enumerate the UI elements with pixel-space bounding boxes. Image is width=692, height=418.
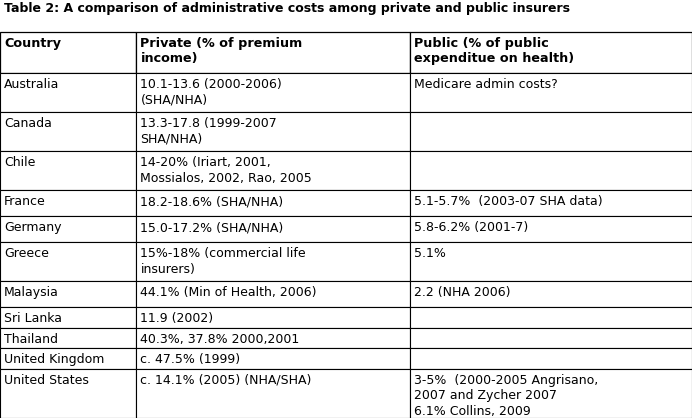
Text: Private (% of premium
income): Private (% of premium income) — [140, 37, 302, 65]
Text: 14-20% (Iriart, 2001,
Mossialos, 2002, Rao, 2005: 14-20% (Iriart, 2001, Mossialos, 2002, R… — [140, 156, 312, 185]
Bar — [0, 281, 136, 307]
Text: Malaysia: Malaysia — [4, 286, 59, 299]
Text: France: France — [4, 195, 46, 208]
Text: United Kingdom: United Kingdom — [4, 353, 104, 366]
Text: 11.9 (2002): 11.9 (2002) — [140, 312, 214, 325]
Bar — [136, 307, 410, 328]
Bar — [0, 307, 136, 328]
Bar — [136, 348, 410, 369]
Text: Germany: Germany — [4, 221, 62, 234]
Bar — [0, 74, 136, 112]
Text: Canada: Canada — [4, 117, 52, 130]
Bar — [0, 328, 136, 348]
Bar — [410, 112, 692, 151]
Bar — [136, 216, 410, 242]
Text: Country: Country — [4, 37, 61, 50]
Bar — [0, 242, 136, 281]
Bar — [410, 307, 692, 328]
Bar — [136, 32, 410, 74]
Bar — [410, 74, 692, 112]
Bar — [136, 190, 410, 216]
Text: Medicare admin costs?: Medicare admin costs? — [414, 79, 558, 92]
Bar — [136, 328, 410, 348]
Text: Chile: Chile — [4, 156, 35, 169]
Bar — [136, 281, 410, 307]
Text: 13.3-17.8 (1999-2007
SHA/NHA): 13.3-17.8 (1999-2007 SHA/NHA) — [140, 117, 277, 146]
Text: Thailand: Thailand — [4, 333, 58, 346]
Text: 18.2-18.6% (SHA/NHA): 18.2-18.6% (SHA/NHA) — [140, 195, 284, 208]
Text: 3-5%  (2000-2005 Angrisano,
2007 and Zycher 2007
6.1% Collins, 2009: 3-5% (2000-2005 Angrisano, 2007 and Zych… — [414, 374, 598, 418]
Bar — [410, 190, 692, 216]
Text: Greece: Greece — [4, 247, 49, 260]
Bar — [0, 112, 136, 151]
Bar — [136, 151, 410, 190]
Bar — [136, 242, 410, 281]
Bar — [410, 328, 692, 348]
Bar — [410, 281, 692, 307]
Text: c. 14.1% (2005) (NHA/SHA): c. 14.1% (2005) (NHA/SHA) — [140, 374, 312, 387]
Text: 15%-18% (commercial life
insurers): 15%-18% (commercial life insurers) — [140, 247, 306, 275]
Bar — [0, 190, 136, 216]
Bar — [410, 348, 692, 369]
Bar — [136, 112, 410, 151]
Text: 5.1%: 5.1% — [414, 247, 446, 260]
Bar — [136, 369, 410, 418]
Text: Sri Lanka: Sri Lanka — [4, 312, 62, 325]
Bar — [0, 32, 136, 74]
Text: 15.0-17.2% (SHA/NHA): 15.0-17.2% (SHA/NHA) — [140, 221, 284, 234]
Text: c. 47.5% (1999): c. 47.5% (1999) — [140, 353, 241, 366]
Text: 5.1-5.7%  (2003-07 SHA data): 5.1-5.7% (2003-07 SHA data) — [414, 195, 603, 208]
Bar — [410, 242, 692, 281]
Text: 2.2 (NHA 2006): 2.2 (NHA 2006) — [414, 286, 510, 299]
Bar — [410, 216, 692, 242]
Bar — [136, 74, 410, 112]
Bar — [0, 151, 136, 190]
Bar — [0, 369, 136, 418]
Text: 44.1% (Min of Health, 2006): 44.1% (Min of Health, 2006) — [140, 286, 317, 299]
Bar — [0, 348, 136, 369]
Text: 10.1-13.6 (2000-2006)
(SHA/NHA): 10.1-13.6 (2000-2006) (SHA/NHA) — [140, 79, 282, 107]
Bar — [0, 216, 136, 242]
Bar — [410, 151, 692, 190]
Text: Public (% of public
expenditue on health): Public (% of public expenditue on health… — [414, 37, 574, 65]
Bar — [410, 369, 692, 418]
Text: Australia: Australia — [4, 79, 60, 92]
Text: 40.3%, 37.8% 2000,2001: 40.3%, 37.8% 2000,2001 — [140, 333, 300, 346]
Text: Table 2: A comparison of administrative costs among private and public insurers: Table 2: A comparison of administrative … — [4, 2, 570, 15]
Text: 5.8-6.2% (2001-7): 5.8-6.2% (2001-7) — [414, 221, 528, 234]
Bar — [410, 32, 692, 74]
Text: United States: United States — [4, 374, 89, 387]
